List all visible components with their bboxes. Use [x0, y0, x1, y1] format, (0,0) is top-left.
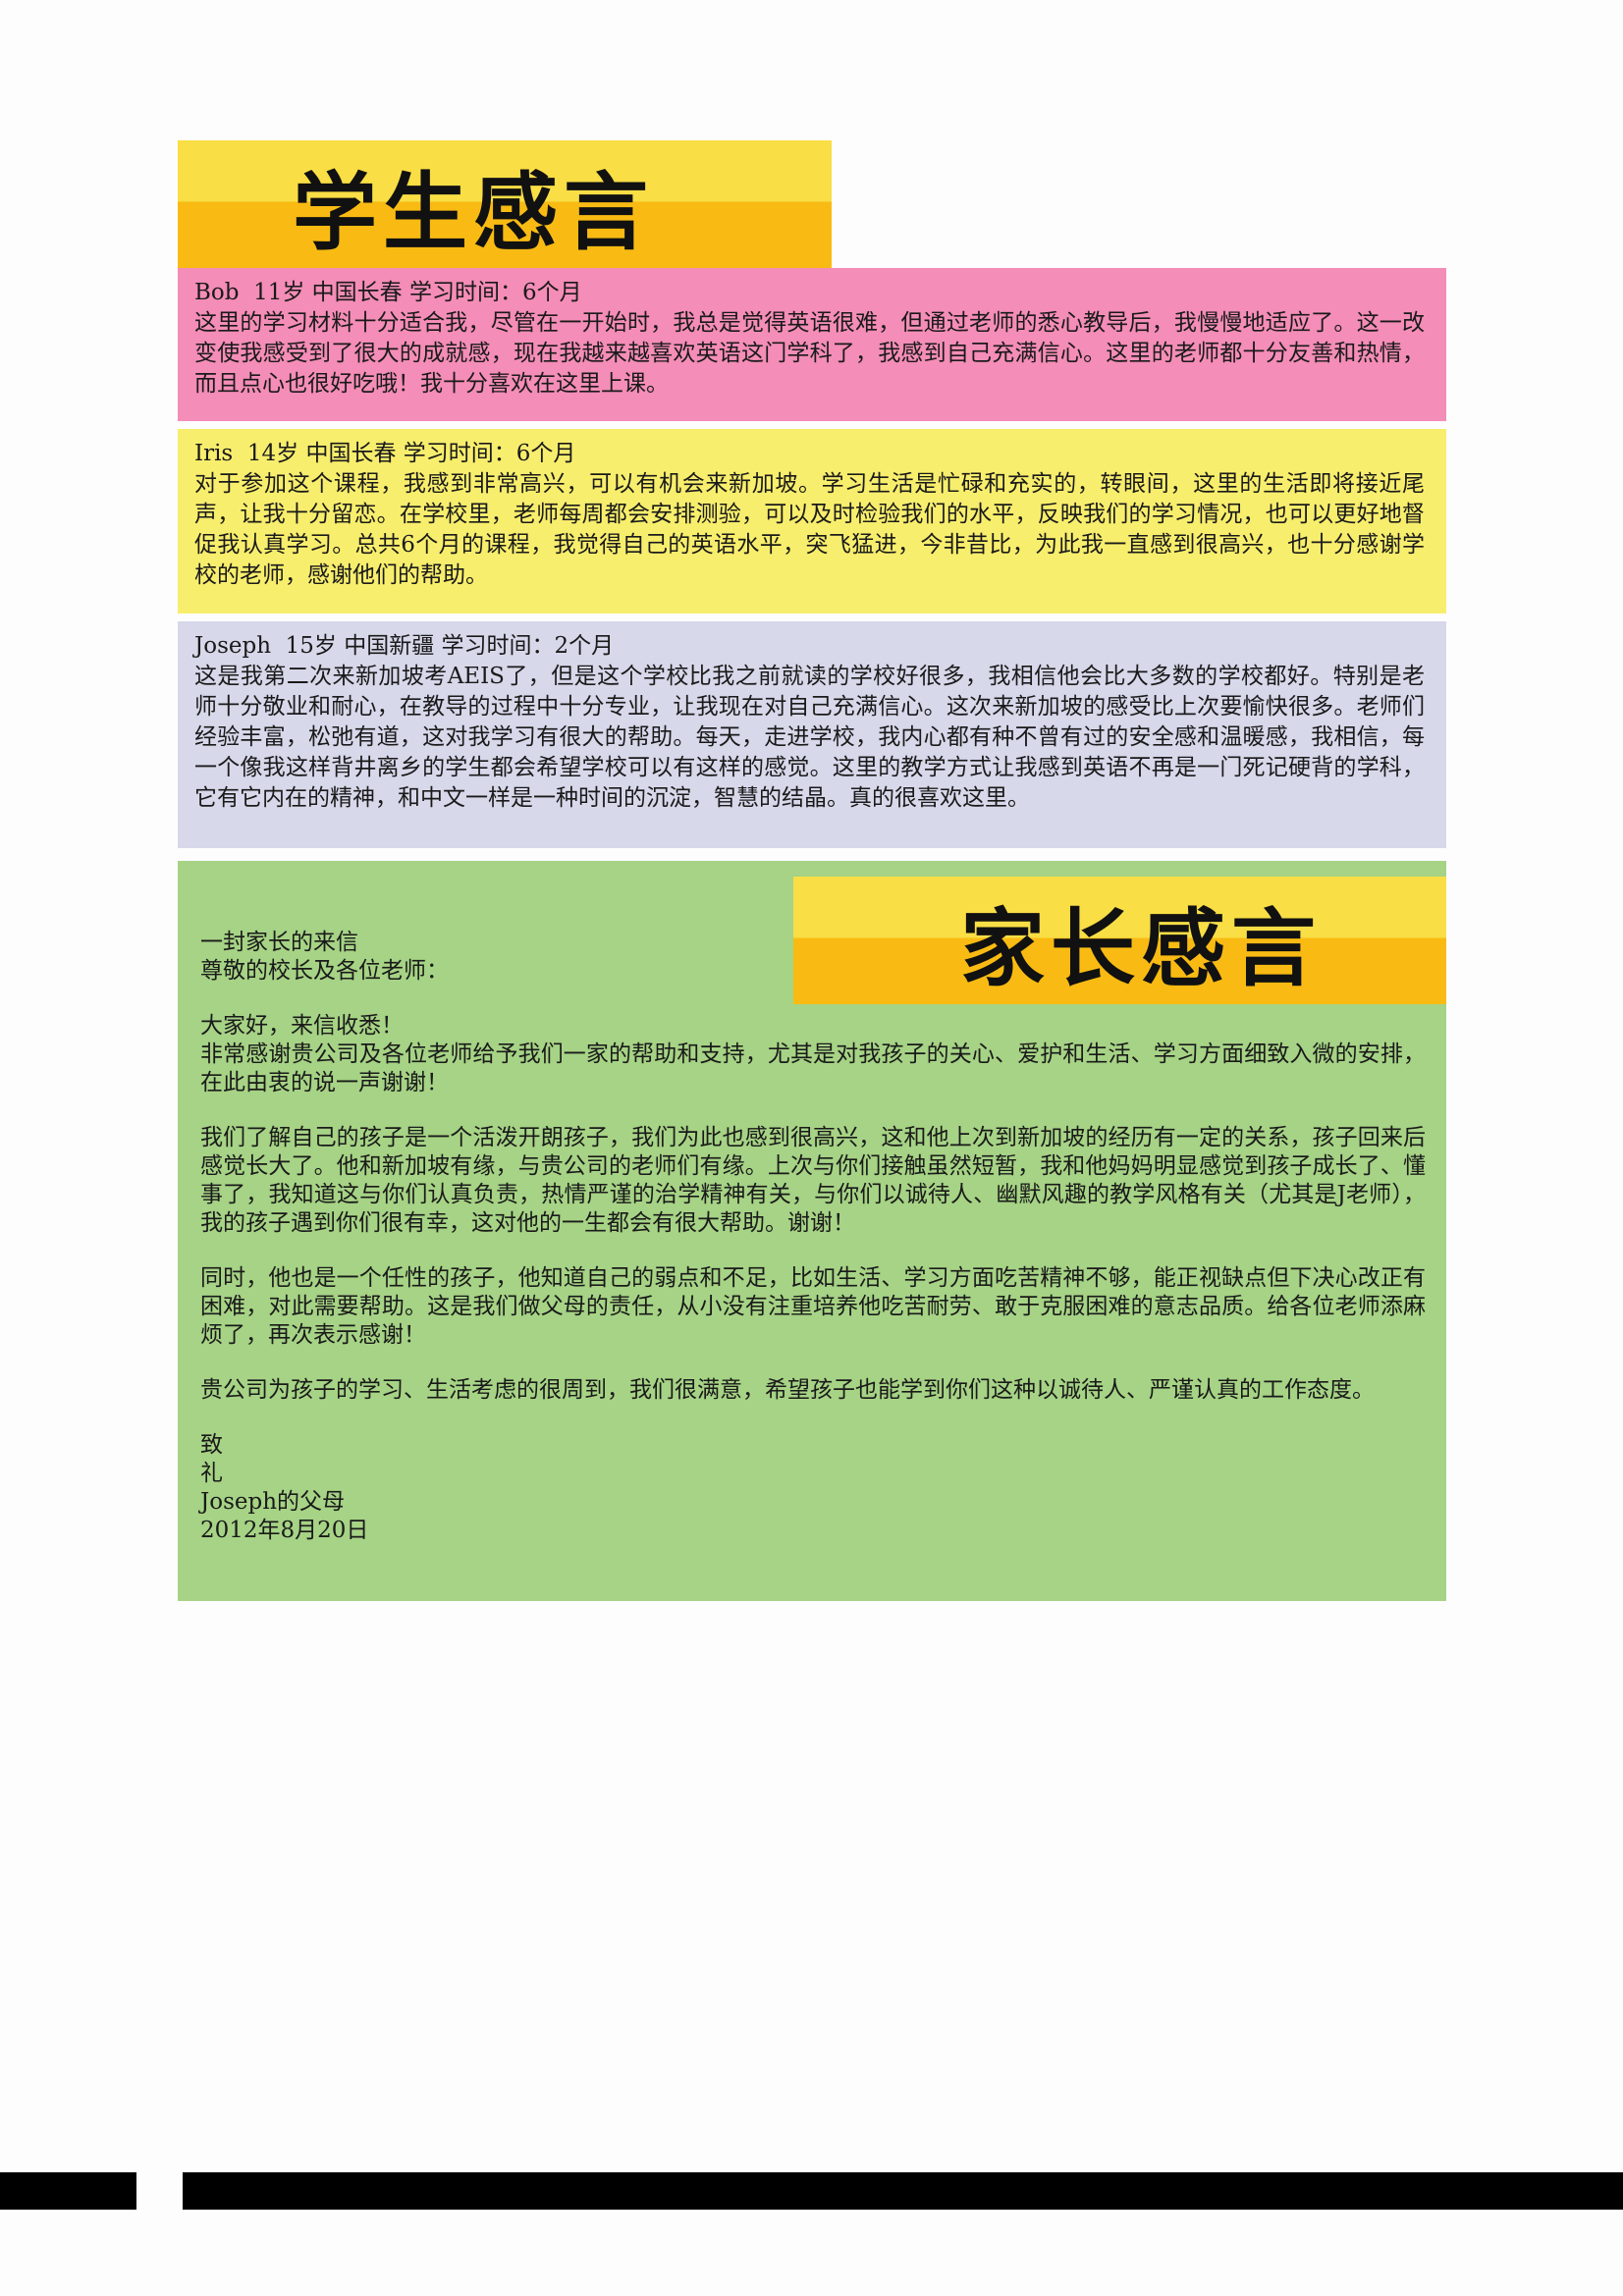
parent-testimonials-title: 家长感言	[960, 899, 1322, 998]
testimonial-text: 对于参加这个课程，我感到非常高兴，可以有机会来新加坡。学习生活是忙碌和充实的，转…	[194, 471, 1425, 588]
testimonial-card-iris: Iris 14岁 中国长春 学习时间：6个月 对于参加这个课程，我感到非常高兴，…	[178, 429, 1446, 614]
letter-date: 2012年8月20日	[200, 1518, 369, 1543]
letter-salutation: 尊敬的校长及各位老师：	[200, 958, 449, 984]
testimonial-meta: Bob 11岁 中国长春 学习时间：6个月	[194, 280, 582, 305]
letter-heading: 一封家长的来信	[200, 930, 358, 955]
letter-greeting: 大家好，来信收悉！	[200, 1013, 404, 1039]
letter-paragraph: 非常感谢贵公司及各位老师给予我们一家的帮助和支持，尤其是对我孩子的关心、爱护和生…	[200, 1041, 1426, 1095]
testimonial-card-bob: Bob 11岁 中国长春 学习时间：6个月 这里的学习材料十分适合我，尽管在一开…	[178, 268, 1446, 421]
letter-closing: 致	[200, 1432, 223, 1458]
letter-signature: Joseph的父母	[200, 1489, 346, 1515]
testimonial-meta: Joseph 15岁 中国新疆 学习时间：2个月	[194, 633, 615, 659]
testimonial-text: 这里的学习材料十分适合我，尽管在一开始时，我总是觉得英语很难，但通过老师的悉心教…	[194, 310, 1425, 397]
footer-bar-left	[0, 2172, 136, 2210]
student-testimonials-banner: 学生感言	[178, 140, 832, 268]
letter-paragraph: 同时，他也是一个任性的孩子，他知道自己的弱点和不足，比如生活、学习方面吃苦精神不…	[200, 1265, 1426, 1348]
testimonial-meta: Iris 14岁 中国长春 学习时间：6个月	[194, 441, 576, 466]
testimonial-text: 这是我第二次来新加坡考AEIS了，但是这个学校比我之前就读的学校好很多，我相信他…	[194, 664, 1425, 811]
student-testimonials-title: 学生感言	[293, 163, 654, 262]
parent-testimonials-banner: 家长感言	[793, 877, 1446, 1004]
letter-paragraph: 贵公司为孩子的学习、生活考虑的很周到，我们很满意，希望孩子也能学到你们这种以诚待…	[200, 1377, 1375, 1403]
footer-bar-right	[183, 2172, 1623, 2210]
letter-closing: 礼	[200, 1461, 223, 1486]
testimonial-card-joseph: Joseph 15岁 中国新疆 学习时间：2个月 这是我第二次来新加坡考AEIS…	[178, 621, 1446, 848]
letter-paragraph: 我们了解自己的孩子是一个活泼开朗孩子，我们为此也感到很高兴，这和他上次到新加坡的…	[200, 1125, 1426, 1236]
parent-letter-body: 一封家长的来信 尊敬的校长及各位老师： 大家好，来信收悉！ 非常感谢贵公司及各位…	[200, 929, 1426, 1545]
